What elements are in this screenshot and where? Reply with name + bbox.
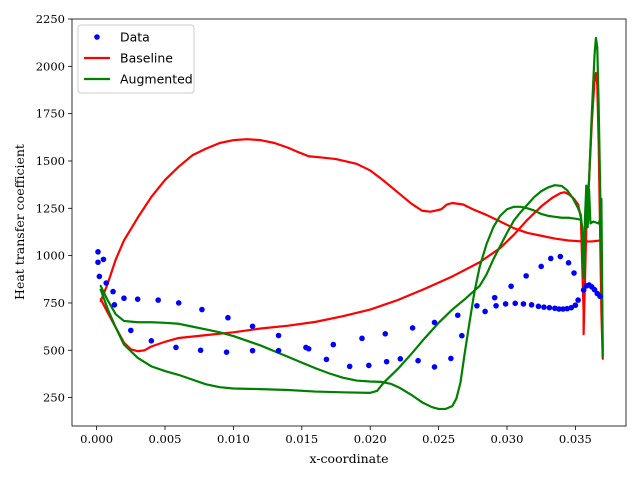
legend-label-baseline: Baseline — [120, 51, 173, 66]
data-point — [546, 304, 553, 311]
data-point — [580, 287, 587, 293]
data-point — [249, 323, 256, 330]
legend-marker-data — [94, 34, 100, 40]
y-tick-label: 1750 — [36, 107, 65, 121]
series-line-augmented-3 — [99, 36, 604, 394]
data-point — [305, 345, 312, 352]
data-point — [397, 356, 404, 362]
data-point — [493, 302, 499, 309]
x-tick-label: 0.015 — [285, 432, 318, 446]
data-point — [557, 253, 564, 260]
data-point — [382, 331, 389, 337]
data-point — [134, 296, 141, 302]
x-tick-label: 0.000 — [80, 432, 113, 446]
data-point — [197, 347, 204, 354]
x-tick-label: 0.030 — [491, 432, 524, 446]
y-tick-label: 1000 — [36, 249, 65, 263]
data-point — [148, 338, 155, 344]
data-point — [565, 260, 572, 266]
data-point — [597, 293, 603, 300]
data-point — [95, 249, 101, 255]
data-point — [572, 302, 579, 309]
x-axis-label: x-coordinate — [309, 451, 388, 466]
data-point — [199, 306, 205, 313]
y-axis-label: Heat transfer coefficient — [12, 144, 27, 300]
series-line-baseline-0 — [99, 138, 602, 303]
data-point — [128, 327, 134, 334]
data-point — [330, 341, 337, 348]
plot-frame — [71, 18, 627, 427]
data-point — [520, 301, 527, 307]
data-point — [454, 312, 461, 319]
data-point — [448, 355, 454, 362]
legend-label-augmented: Augmented — [120, 72, 193, 87]
data-point — [275, 332, 282, 339]
legend-box — [77, 24, 195, 94]
data-point — [359, 335, 365, 342]
data-point — [95, 259, 101, 266]
y-tick-label: 1500 — [36, 154, 65, 168]
x-tick-label: 0.005 — [149, 432, 182, 446]
data-point — [96, 273, 103, 280]
data-point — [431, 319, 438, 326]
data-point — [538, 263, 544, 270]
data-point — [110, 288, 116, 295]
data-point — [535, 303, 542, 310]
data-point — [482, 308, 488, 315]
data-point — [547, 255, 554, 262]
data-point — [459, 332, 465, 339]
data-point — [556, 306, 562, 312]
x-tick-label: 0.010 — [217, 432, 250, 446]
data-point — [275, 347, 282, 354]
y-tick-label: 750 — [43, 296, 65, 310]
data-point — [366, 362, 372, 369]
data-point — [111, 302, 118, 308]
x-tick-label: 0.020 — [354, 432, 387, 446]
data-point — [512, 300, 518, 307]
data-point — [409, 325, 416, 331]
data-point — [508, 283, 514, 290]
x-tick-label: 0.025 — [422, 432, 455, 446]
series-line-augmented-2 — [99, 184, 604, 411]
data-point — [575, 297, 581, 303]
data-point — [541, 304, 547, 310]
data-point — [223, 349, 230, 355]
y-tick-label: 2250 — [36, 12, 65, 26]
data-point — [523, 273, 529, 279]
y-tick-label: 1250 — [36, 201, 65, 215]
data-point — [323, 356, 330, 363]
y-tick-label: 2000 — [36, 59, 65, 73]
y-axis-ticks: 250 500 750 1000 1250 1500 1750 2000 2250 — [36, 12, 72, 405]
data-point — [175, 300, 182, 306]
data-point — [173, 344, 179, 351]
data-point — [249, 347, 256, 354]
series-layer — [95, 36, 604, 411]
data-point — [121, 295, 127, 302]
data-point — [560, 306, 566, 312]
data-point — [100, 256, 107, 263]
legend: Data Baseline Augmented — [77, 24, 195, 94]
data-point — [568, 304, 575, 311]
data-point — [502, 301, 509, 307]
data-point — [415, 357, 421, 364]
data-point — [571, 270, 577, 276]
data-point — [346, 363, 353, 370]
data-point — [491, 294, 498, 301]
data-point — [225, 314, 231, 321]
data-point — [383, 358, 390, 365]
data-point — [528, 302, 535, 308]
y-tick-label: 250 — [43, 391, 65, 405]
data-point — [155, 297, 161, 303]
data-point — [474, 302, 480, 309]
x-axis-ticks: 0.000 0.005 0.010 0.015 0.020 0.025 0.030 0.035 — [80, 426, 592, 446]
data-point — [431, 364, 438, 370]
y-tick-label: 500 — [43, 343, 65, 357]
legend-label-data: Data — [120, 30, 150, 45]
data-point — [103, 280, 109, 286]
x-tick-label: 0.035 — [559, 432, 592, 446]
